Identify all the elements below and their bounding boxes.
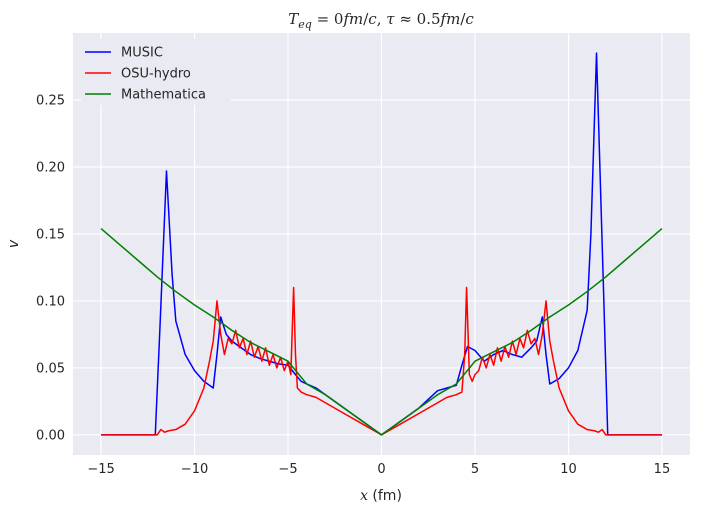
x-tick-label: 10 bbox=[560, 462, 577, 477]
y-tick-label: 0.00 bbox=[36, 428, 65, 443]
y-tick-label: 0.20 bbox=[36, 160, 65, 175]
x-axis-ticks: −15 −10 −5 0 5 10 15 bbox=[87, 462, 670, 477]
title-subscript: eq bbox=[298, 18, 312, 31]
y-tick-label: 0.10 bbox=[36, 294, 65, 309]
x-tick-label: 5 bbox=[471, 462, 479, 477]
x-tick-label: 15 bbox=[654, 462, 671, 477]
y-axis-ticks: 0.00 0.05 0.10 0.15 0.20 0.25 bbox=[36, 93, 65, 443]
x-tick-label: −15 bbox=[87, 462, 114, 477]
x-tick-label: 0 bbox=[377, 462, 385, 477]
y-axis-label: v bbox=[6, 239, 22, 248]
legend: MUSIC OSU-hydro Mathematica bbox=[81, 39, 231, 105]
legend-label: OSU-hydro bbox=[121, 67, 191, 82]
series-line-mathematica bbox=[100, 228, 663, 436]
y-tick-label: 0.25 bbox=[36, 93, 65, 108]
legend-label: MUSIC bbox=[121, 46, 163, 61]
x-tick-label: −10 bbox=[181, 462, 208, 477]
x-axis-label: x (fm) bbox=[360, 488, 402, 504]
chart-title: Teq = 0fm/c, τ ≈ 0.5fm/c bbox=[288, 10, 474, 31]
y-tick-label: 0.15 bbox=[36, 227, 65, 242]
y-tick-label: 0.05 bbox=[36, 361, 65, 376]
series-layer bbox=[100, 52, 663, 436]
x-tick-label: −5 bbox=[278, 462, 297, 477]
legend-label: Mathematica bbox=[121, 88, 206, 103]
